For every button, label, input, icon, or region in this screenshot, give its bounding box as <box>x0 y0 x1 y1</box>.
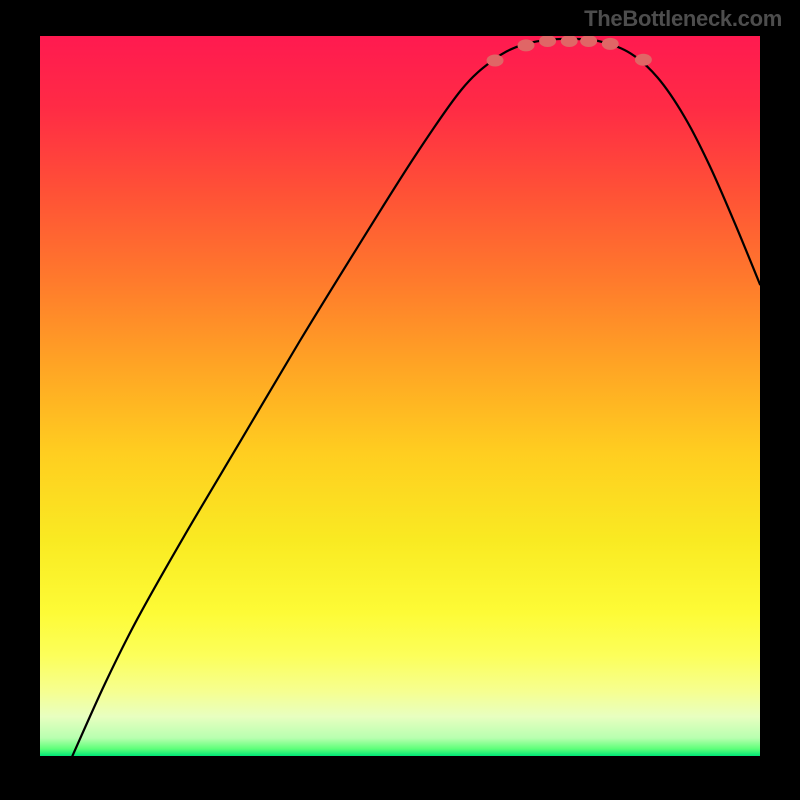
curve-marker <box>635 54 652 66</box>
chart-container: TheBottleneck.com <box>0 0 800 800</box>
chart-svg <box>40 36 760 756</box>
curve-marker <box>518 39 535 51</box>
watermark-text: TheBottleneck.com <box>584 6 782 32</box>
curve-marker <box>602 38 619 50</box>
chart-background <box>40 36 760 756</box>
curve-marker <box>487 54 504 66</box>
